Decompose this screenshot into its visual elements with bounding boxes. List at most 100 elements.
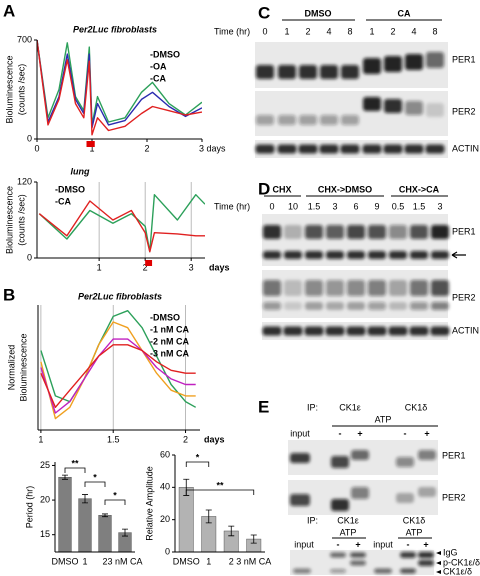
error-bar: [250, 534, 257, 544]
band: [350, 552, 366, 558]
band: [418, 552, 434, 558]
band: [351, 487, 369, 499]
ip-label: IP:: [307, 402, 318, 412]
y-axis-label: Normalized: [6, 345, 16, 391]
chart-title: lung: [71, 166, 90, 176]
bar: [78, 498, 92, 553]
y-tick-label: 0: [27, 252, 32, 262]
significance-label: *: [113, 490, 117, 500]
significance-bracket: [185, 461, 210, 467]
band: [283, 326, 303, 336]
band: [404, 144, 424, 154]
band: [330, 569, 346, 573]
bands: [290, 487, 436, 511]
group-label: CHX: [272, 184, 291, 194]
panel-label: C: [258, 3, 270, 22]
input-label: input: [294, 539, 314, 549]
treatment-bar: [86, 141, 95, 147]
y-tick-label: 60: [160, 449, 170, 459]
band: [277, 144, 297, 154]
band: [290, 494, 310, 506]
band: [326, 225, 344, 239]
band: [263, 251, 281, 259]
band: [384, 56, 402, 72]
arrow: [436, 570, 441, 574]
band: [363, 58, 381, 74]
band: [430, 326, 450, 336]
arrow: [436, 551, 441, 555]
bands: [263, 225, 449, 259]
band: [278, 65, 296, 79]
band: [319, 144, 339, 154]
band: [410, 280, 428, 296]
band: [351, 450, 369, 460]
blot-label: PER1: [452, 54, 476, 64]
y-tick-label: 0: [165, 546, 170, 556]
chart-title: Per2Luc fibroblasts: [78, 291, 162, 301]
x-tick-label: 1: [97, 262, 102, 272]
y-tick-label: 25: [40, 460, 50, 470]
legend-entry: -DMSO: [150, 312, 180, 322]
ip-name: CK1δ: [403, 515, 426, 525]
y-axis-label: (counts /sec): [16, 64, 26, 116]
time-value: 8: [432, 26, 437, 36]
x-tick-label: DMSO: [173, 556, 200, 566]
y-tick-label: 40: [160, 482, 170, 492]
band: [278, 115, 296, 125]
x-tick-label: DMSO: [52, 556, 79, 566]
band: [347, 280, 365, 296]
x-tick-label: 2: [229, 556, 234, 566]
band: [426, 52, 444, 68]
x-tick-label: 3 nM CA: [236, 556, 271, 566]
x-tick-label: 1: [206, 556, 211, 566]
band: [405, 54, 423, 70]
band: [368, 251, 386, 259]
arrow: [451, 251, 466, 259]
x-tick-label: 1: [38, 434, 43, 444]
band: [431, 302, 449, 310]
time-value: 0: [262, 26, 267, 36]
chart-title: Per2Luc fibroblasts: [73, 24, 157, 34]
blot-label: ACTIN: [452, 325, 479, 335]
blot-label: PER2: [452, 106, 476, 116]
band: [409, 326, 429, 336]
bar: [58, 476, 72, 553]
time-value: 1.5: [308, 201, 321, 211]
data-line: [40, 338, 196, 414]
time-value: 4: [411, 26, 416, 36]
error-bar: [62, 474, 68, 480]
time-value: 10: [288, 201, 298, 211]
band: [400, 568, 416, 574]
time-value: 0: [269, 201, 274, 211]
error-bar: [82, 494, 88, 504]
legend-entry: -CA: [55, 196, 71, 206]
significance-label: *: [196, 452, 200, 462]
blot-label: PER2: [442, 492, 466, 502]
group-label: CHX->CA: [399, 184, 440, 194]
bands: [293, 552, 434, 574]
y-tick-label: 0: [27, 133, 32, 143]
input-label: input: [290, 428, 310, 438]
band: [341, 65, 359, 79]
data-line: [37, 39, 202, 136]
sign: +: [357, 428, 362, 438]
treatment-label: ATP: [406, 527, 423, 537]
y-axis-label: Relative Amplitude: [144, 466, 154, 541]
treatment-label: ATP: [340, 527, 357, 537]
band: [263, 225, 281, 239]
y-axis-label: Bioluminescence: [4, 55, 14, 123]
band: [350, 560, 366, 566]
sign: -: [407, 539, 410, 549]
band: [340, 144, 360, 154]
significance-label: **: [71, 458, 79, 468]
significance-bracket: [84, 481, 106, 487]
y-tick-label: 20: [160, 514, 170, 524]
sign: -: [339, 428, 342, 438]
error-bar: [205, 509, 212, 524]
band: [326, 280, 344, 296]
time-value: 1: [369, 26, 374, 36]
band: [304, 326, 324, 336]
bands: [255, 144, 445, 154]
band: [284, 302, 302, 310]
